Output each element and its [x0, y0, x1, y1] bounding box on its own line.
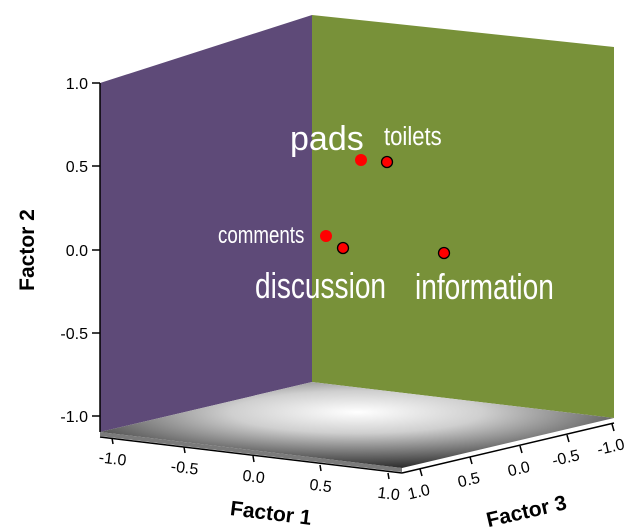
z-tick-label: 1.0 — [406, 482, 432, 504]
y-axis-title: Factor 2 — [16, 209, 39, 291]
z-tick-mark — [469, 456, 473, 465]
y-tick-label: -0.5 — [60, 326, 88, 343]
left-wall — [100, 15, 312, 432]
z-tick-mark — [519, 445, 523, 454]
z-tick-label: -0.5 — [551, 447, 582, 470]
point-label-pads: pads — [290, 120, 364, 158]
back-wall — [312, 15, 614, 418]
point-discussion — [336, 241, 350, 255]
point-toilets — [380, 155, 394, 169]
z-tick-mark — [419, 468, 423, 477]
z-tick-label: -1.0 — [596, 436, 627, 459]
y-tick-label: 1.0 — [66, 76, 88, 93]
x-axis-title: Factor 1 — [229, 497, 313, 530]
x-tick-mark — [319, 464, 322, 472]
x-tick-mark — [183, 446, 186, 454]
point-comments — [320, 230, 332, 242]
x-tick-label: -1.0 — [98, 449, 128, 469]
point-information — [437, 246, 451, 260]
x-tick-label: -0.5 — [170, 458, 200, 478]
x-axis-line — [99, 436, 403, 474]
x-tick-mark — [252, 455, 255, 463]
z-axis-line — [401, 422, 615, 474]
z-tick-label: 0.0 — [506, 459, 532, 481]
x-tick-label: 1.0 — [376, 485, 400, 505]
z-tick-mark — [566, 434, 570, 443]
point-pads — [355, 154, 367, 166]
z-tick-mark — [611, 423, 615, 432]
point-label-discussion: discussion — [255, 266, 386, 306]
z-axis-title: Factor 3 — [484, 491, 569, 532]
point-label-toilets: toilets — [384, 122, 442, 151]
floor — [100, 382, 614, 468]
x-tick-mark — [387, 472, 390, 480]
z-tick-label: 0.5 — [456, 470, 482, 492]
y-tick-label: -1.0 — [60, 409, 88, 426]
point-label-comments: comments — [218, 222, 304, 249]
y-tick-label: 0.0 — [66, 243, 88, 260]
x-tick-mark — [111, 437, 114, 445]
x-tick-label: 0.0 — [241, 468, 265, 488]
x-tick-label: 0.5 — [308, 477, 332, 497]
point-label-information: information — [415, 267, 554, 307]
y-tick-label: 0.5 — [66, 159, 88, 176]
floor-rim — [100, 432, 402, 472]
